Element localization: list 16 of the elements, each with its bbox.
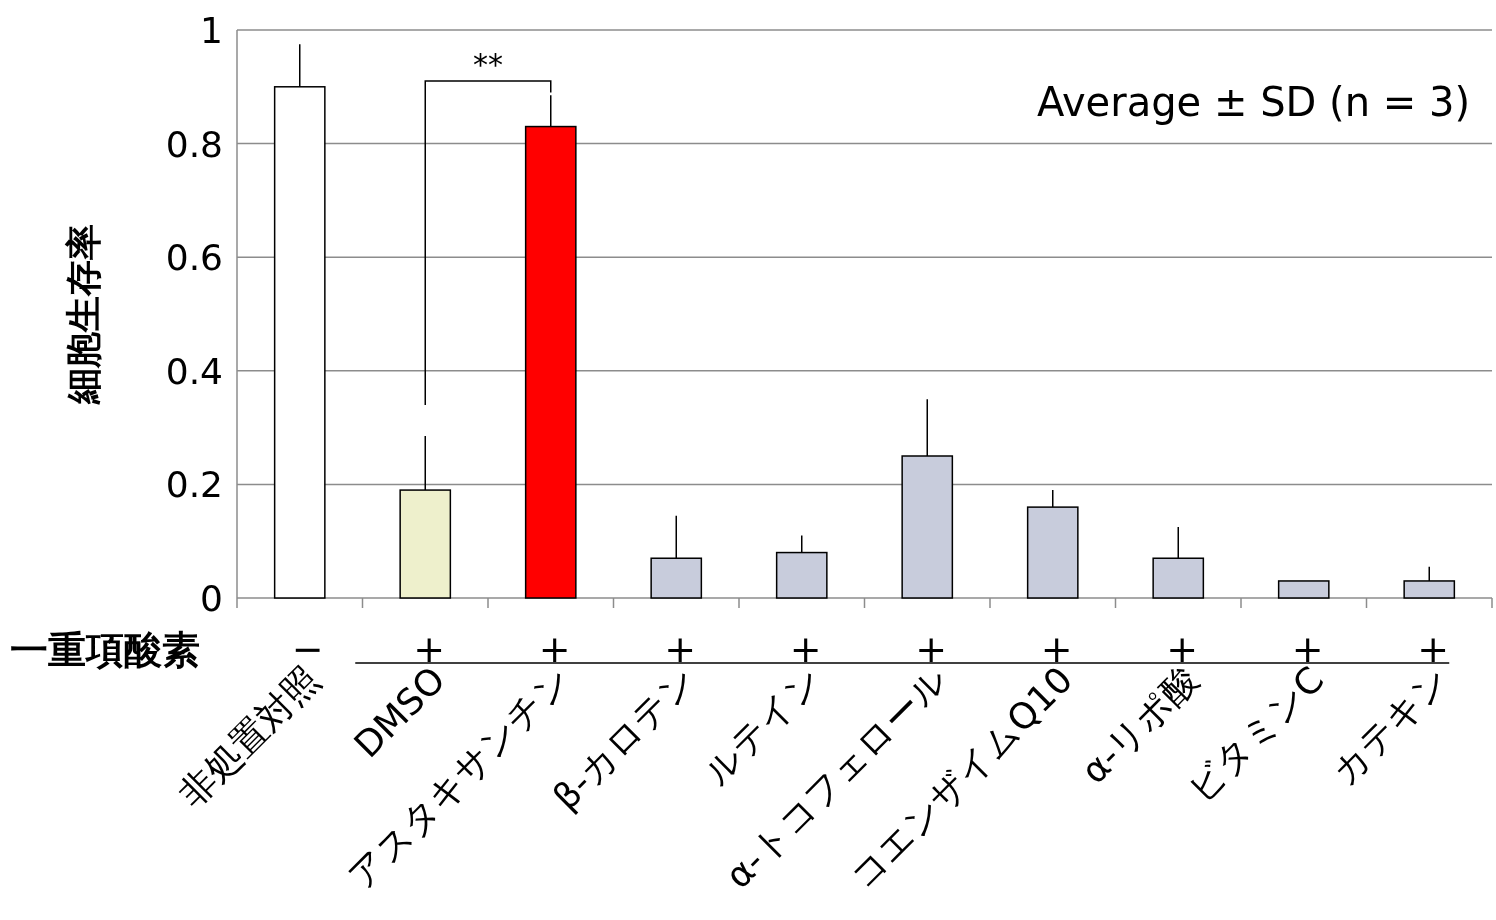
y-tick-label: 0.4 <box>165 350 223 392</box>
text: + <box>538 627 571 671</box>
text: + <box>1417 627 1450 671</box>
bar <box>1277 580 1330 599</box>
y-tick-label: 1 <box>200 10 223 51</box>
text: 一重項酸素 <box>10 628 200 672</box>
y-tick-label: 0.2 <box>165 464 223 506</box>
y-tick-label: 0.8 <box>165 123 223 165</box>
text: + <box>789 627 822 671</box>
y-tick-label: 0 <box>200 578 223 619</box>
y-axis-title: 細胞生存率 <box>63 224 104 405</box>
text: + <box>664 627 697 671</box>
annotation: Average ± SD (n = 3) <box>1036 79 1470 125</box>
text: + <box>915 627 948 671</box>
y-tick-label: 0.6 <box>165 237 223 279</box>
annotation: ** <box>473 47 503 83</box>
